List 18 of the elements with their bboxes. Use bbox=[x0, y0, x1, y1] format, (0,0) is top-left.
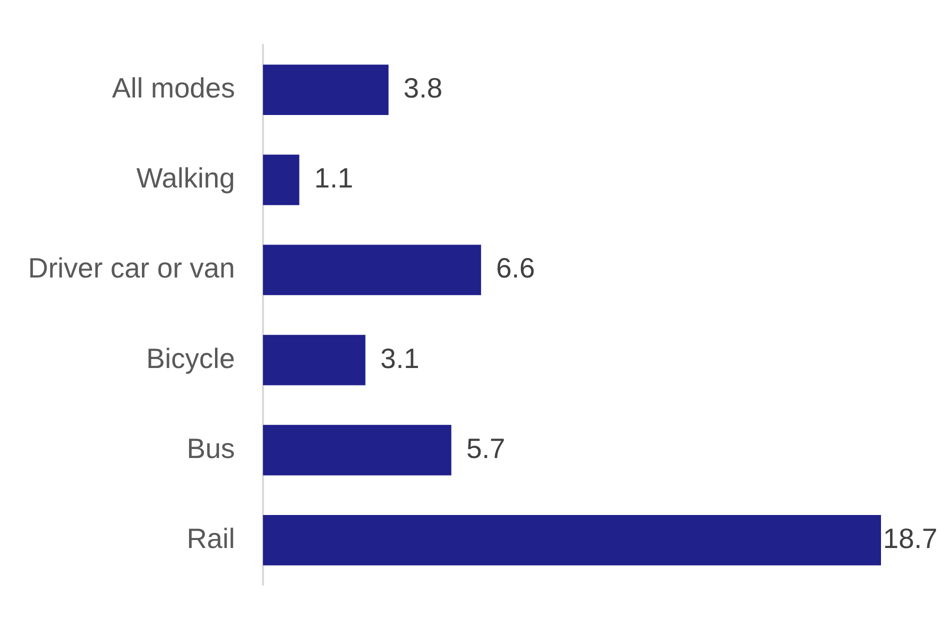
bar bbox=[262, 244, 482, 296]
y-tick-label: Rail bbox=[186, 522, 235, 554]
y-tick-label: All modes bbox=[112, 72, 235, 104]
data-label: 6.6 bbox=[496, 252, 536, 284]
data-label: 3.8 bbox=[404, 72, 442, 104]
data-label: 18.7 bbox=[883, 522, 938, 554]
y-tick-label: Bus bbox=[186, 432, 235, 464]
bar bbox=[262, 334, 366, 386]
bar bbox=[262, 64, 389, 116]
data-label: 3.1 bbox=[380, 342, 420, 374]
y-tick-label: Bicycle bbox=[146, 342, 235, 374]
data-label: 5.7 bbox=[466, 432, 506, 464]
data-label: 1.1 bbox=[314, 162, 354, 194]
bar bbox=[262, 514, 881, 566]
bar bbox=[262, 424, 452, 476]
y-tick-label: Driver car or van bbox=[28, 252, 235, 284]
bar bbox=[262, 154, 300, 206]
y-tick-label: Walking bbox=[136, 162, 235, 194]
